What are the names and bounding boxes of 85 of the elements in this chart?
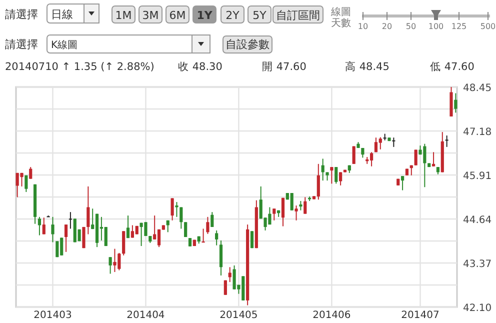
text: 100 <box>428 22 444 31</box>
candlestick <box>108 256 112 274</box>
candlestick <box>175 202 178 218</box>
candlestick <box>272 208 276 221</box>
candlestick <box>51 216 54 243</box>
candlestick <box>414 149 418 166</box>
candlestick <box>304 196 307 214</box>
candlestick <box>378 136 382 150</box>
candlestick <box>432 152 436 167</box>
text: 請選擇 <box>5 38 38 51</box>
candlestick <box>29 166 32 180</box>
candlestick <box>334 166 338 184</box>
text: 收 48.30 <box>178 61 222 73</box>
x-tick-label: 201404 <box>126 310 165 321</box>
text: 開 47.60 <box>262 61 306 73</box>
text: 50 <box>406 22 416 31</box>
x-tick-label: 201406 <box>312 310 351 321</box>
text: 自設參數 <box>226 38 270 51</box>
candlestick <box>113 248 116 273</box>
candlestick <box>215 230 218 246</box>
candlestick <box>454 92 458 114</box>
text: 3M <box>142 9 159 22</box>
text: 1Y <box>196 9 214 22</box>
x-tick-label: 201405 <box>220 310 258 321</box>
candlestick <box>184 222 188 238</box>
candlestick <box>392 137 396 148</box>
text: 5Y <box>252 9 267 22</box>
candlestick <box>290 192 294 211</box>
candlestick <box>370 152 374 167</box>
candlestick <box>224 280 227 296</box>
text: 自訂區間 <box>276 9 320 22</box>
candlestick <box>250 230 254 249</box>
text: 10 <box>358 22 368 31</box>
candlestick <box>122 230 126 256</box>
text: 2Y <box>226 9 240 22</box>
text: 500 <box>480 22 496 31</box>
candlestick <box>210 212 214 228</box>
text: 高 48.45 <box>345 60 390 73</box>
text: 1M <box>115 9 132 22</box>
candlestick <box>339 172 342 186</box>
candlestick <box>42 217 46 235</box>
text: 20140710 ↑ 1.35 (↑ 2.88%) <box>5 61 154 73</box>
y-tick-label: 44.64 <box>463 215 492 226</box>
candlestick <box>86 186 90 235</box>
candlestick <box>299 200 302 211</box>
candlestick <box>352 146 356 164</box>
candlestick <box>294 204 298 221</box>
y-tick-label: 48.45 <box>463 83 492 94</box>
text: 日線 <box>51 8 73 21</box>
candlestick <box>56 240 59 258</box>
text: 20 <box>382 22 392 31</box>
text: 請選擇 <box>5 8 38 21</box>
candlestick <box>228 266 232 283</box>
candlestick <box>202 228 205 244</box>
candlestick <box>24 174 28 192</box>
candlestick <box>321 158 324 182</box>
x-tick-label: 201403 <box>34 310 72 321</box>
candlestick <box>400 176 404 191</box>
y-tick-label: 42.10 <box>463 303 492 314</box>
candlestick <box>330 166 334 184</box>
candlestick <box>374 137 378 153</box>
y-tick-label: 45.91 <box>463 171 492 182</box>
candlestick <box>281 197 285 227</box>
candlestick <box>445 135 448 148</box>
candlestick <box>219 240 223 276</box>
candlestick <box>38 216 42 236</box>
candlestick <box>316 163 320 200</box>
text: 線圖 <box>330 7 351 18</box>
candlestick <box>126 215 130 239</box>
text: 低 47.60 <box>430 61 474 73</box>
y-tick-label: 47.18 <box>463 127 492 138</box>
candlestick <box>64 224 68 252</box>
candlestick <box>157 228 161 248</box>
candlestick <box>20 172 24 187</box>
text: 天數 <box>331 17 351 29</box>
candlestick <box>68 212 72 230</box>
text: 125 <box>451 22 467 31</box>
candlestick <box>180 206 183 230</box>
candlestick <box>206 216 210 234</box>
y-tick-label: 43.37 <box>463 259 492 270</box>
text: 6M <box>169 9 186 22</box>
text: K線圖 <box>51 40 78 51</box>
candlestick <box>144 222 148 236</box>
candlestick <box>170 198 174 221</box>
x-tick-label: 201407 <box>401 310 440 321</box>
